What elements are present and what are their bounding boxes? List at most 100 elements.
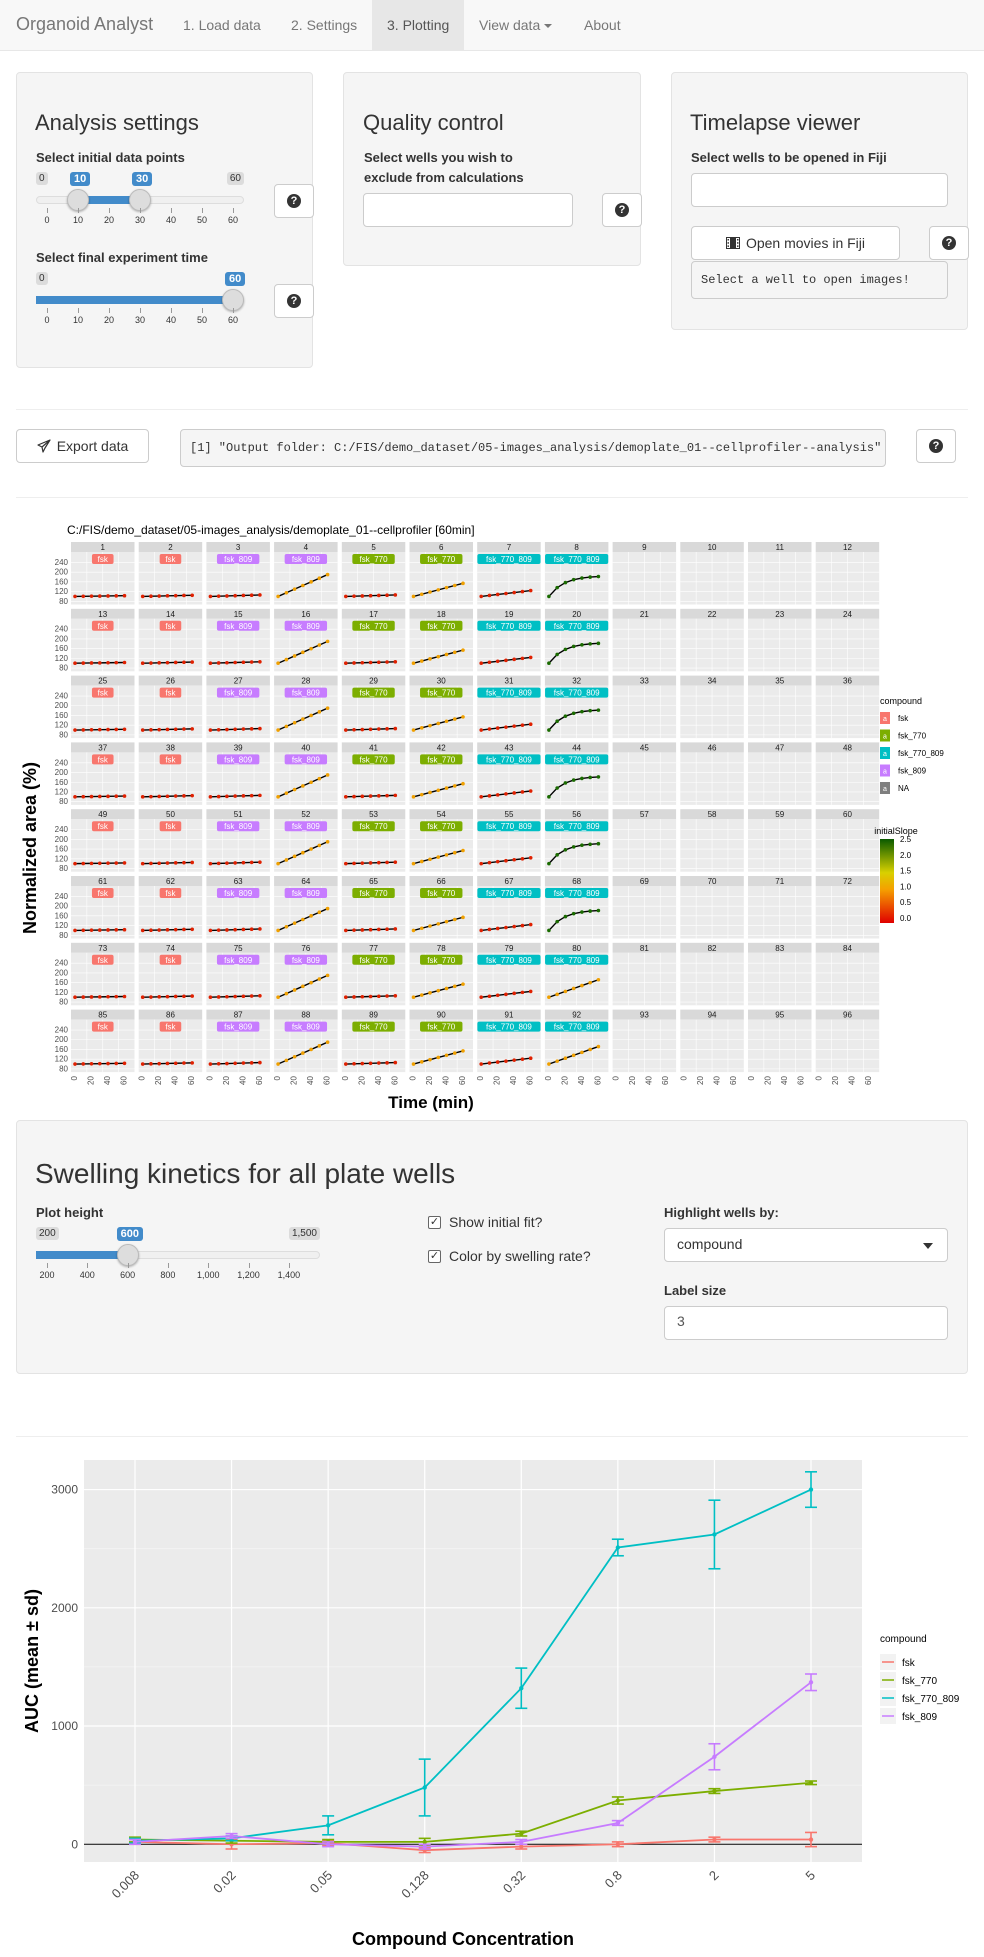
facet-ytick-label: 240 [55, 758, 69, 767]
facet-point [487, 593, 492, 598]
facet-compound-label: fsk_770_809 [554, 622, 600, 631]
fiji-wells-input[interactable] [691, 173, 948, 207]
auc-point [808, 1680, 814, 1685]
facet-ytick-label: 120 [55, 921, 69, 930]
check-icon[interactable]: ✓ [428, 1249, 441, 1263]
help-export-button[interactable]: ? [916, 429, 956, 463]
app-brand[interactable]: Organoid Analyst [16, 14, 154, 34]
facet-point [428, 857, 432, 862]
facet-strip-label: 2 [168, 543, 173, 552]
facet-compound-label: fsk [165, 822, 176, 831]
slider-tick-label: 20 [103, 215, 115, 225]
label-size-input[interactable]: 3 [664, 1306, 948, 1340]
color-rate-label: Color by swelling rate? [449, 1248, 591, 1264]
facet-point [411, 661, 416, 666]
open-fiji-button[interactable]: Open movies in Fiji [691, 226, 900, 260]
show-fit-checkbox[interactable]: ✓ Show initial fit? [428, 1214, 542, 1230]
final-time-slider[interactable]: 0 60 0 10 20 30 40 50 60 [36, 272, 246, 332]
slope-legend-title: initialSlope [874, 826, 918, 836]
facet-point [140, 1062, 145, 1066]
nav-plotting[interactable]: 3. Plotting [372, 0, 465, 51]
facet-ytick-label: 80 [59, 664, 68, 673]
facet-point [301, 583, 305, 588]
facet-point [284, 1058, 289, 1063]
facet-point [165, 861, 170, 865]
facet-compound-label: fsk [165, 689, 176, 698]
facet-xtick-label: 40 [577, 1076, 586, 1085]
check-icon[interactable]: ✓ [428, 1215, 441, 1229]
facet-point [385, 927, 389, 932]
facet-compound-label-bg [216, 687, 260, 698]
facet-point [419, 792, 424, 797]
facet-point [241, 794, 246, 798]
auc-ytick-label: 0 [71, 1837, 78, 1851]
slider-tick-label: 0 [44, 315, 50, 325]
auc-point [712, 1837, 717, 1842]
facet-panel: 58 [680, 809, 744, 872]
facet-point [571, 986, 576, 991]
facet-compound-label-bg [545, 821, 609, 832]
help-quality-button[interactable]: ? [602, 193, 642, 227]
auc-point [422, 1844, 427, 1849]
facet-point [444, 786, 449, 790]
facet-point [317, 643, 322, 647]
slider-tick-label: 40 [165, 315, 177, 325]
facet-point [520, 1057, 525, 1061]
facet-point [309, 713, 313, 718]
facet-compound-label: fsk_770_809 [554, 822, 600, 831]
divider [16, 409, 968, 410]
help-final-button[interactable]: ? [274, 284, 314, 318]
facet-panel: 21 [612, 608, 677, 672]
facet-point [344, 928, 348, 933]
facet-point [182, 927, 186, 932]
export-data-button[interactable]: Export data [16, 429, 149, 463]
facet-panel: 84 [815, 942, 880, 1006]
auc-legend-label: fsk_770_809 [902, 1694, 960, 1705]
facet-point [208, 594, 213, 599]
plot-height-slider[interactable]: 200 1,500 600 200 400 600 800 1,000 1,200 1,40… [36, 1227, 320, 1287]
facet-point [317, 910, 322, 915]
help-timelapse-button[interactable]: ? [929, 226, 969, 260]
swelling-kinetics-title: Swelling kinetics for all plate wells [35, 1158, 456, 1189]
facet-point [588, 708, 592, 713]
facet-compound-label-bg [352, 888, 395, 898]
facet-point [377, 593, 381, 598]
facet-point [182, 994, 186, 999]
facet-point [487, 1061, 492, 1065]
facet-strip-label: 36 [843, 677, 852, 686]
facet-strip-label: 30 [437, 677, 446, 686]
help-initial-button[interactable]: ? [274, 184, 314, 218]
nav-view-data[interactable]: View data [464, 0, 567, 51]
legend-key [880, 729, 890, 742]
facet-compound-label: fsk_770_809 [486, 689, 532, 698]
facet-panel: 80 fsk_770_809 [544, 942, 609, 1006]
legend-key-glyph: a [883, 716, 887, 723]
facet-point [233, 593, 237, 598]
facet-strip [544, 675, 609, 686]
facet-point [452, 984, 457, 989]
facet-point [258, 1060, 262, 1065]
facet-xtick-label: 0 [205, 1076, 214, 1081]
facet-panel: 83 [748, 942, 812, 1006]
facet-ytick-label: 200 [55, 902, 69, 911]
facet-point [97, 661, 102, 665]
facet-xtick-label: 20 [696, 1076, 705, 1085]
facet-panel: 95 [748, 1009, 812, 1073]
nav-about[interactable]: About [584, 17, 621, 33]
nav-load-data[interactable]: 1. Load data [183, 17, 261, 33]
facet-point [528, 989, 533, 994]
facet-strip-label: 47 [775, 743, 784, 752]
facet-strip-label: 3 [236, 543, 241, 552]
facet-compound-label: fsk_809 [292, 956, 321, 965]
color-rate-checkbox[interactable]: ✓ Color by swelling rate? [428, 1248, 591, 1264]
exclude-wells-input[interactable] [363, 193, 573, 227]
nav-settings[interactable]: 2. Settings [291, 17, 358, 33]
legend-key [880, 782, 890, 794]
initial-points-slider[interactable]: 0 60 10 30 0 10 20 30 40 50 60 [36, 172, 244, 232]
facet-point [325, 1040, 330, 1044]
highlight-select[interactable]: compound [664, 1228, 948, 1262]
facet-compound-label-bg [91, 888, 114, 898]
facet-point [596, 908, 601, 913]
facet-ytick-label: 160 [55, 1045, 69, 1054]
facet-strip [341, 742, 406, 753]
